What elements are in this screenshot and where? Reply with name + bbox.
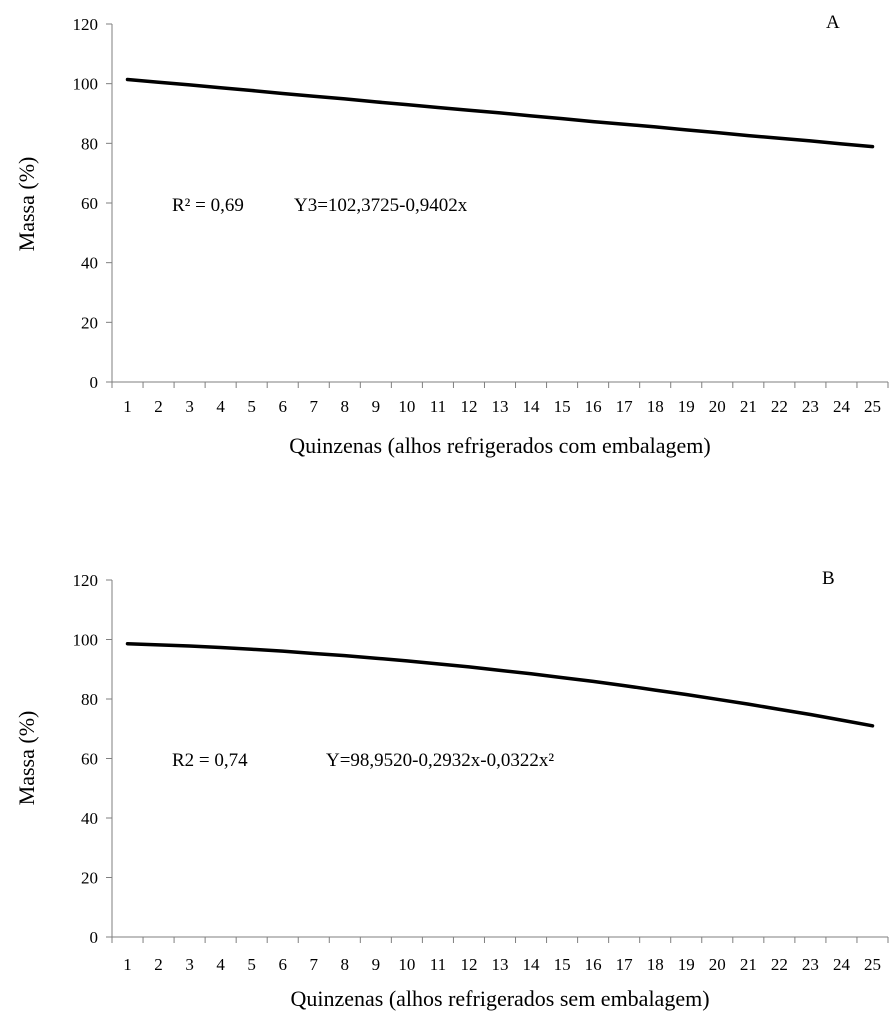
x-tick-label: 2 [154, 397, 163, 416]
x-tick-label: 23 [802, 397, 819, 416]
y-tick-label: 60 [81, 194, 98, 213]
x-tick-label: 6 [278, 955, 287, 974]
x-tick-label: 9 [372, 397, 381, 416]
x-tick-label: 4 [216, 397, 225, 416]
x-tick-label: 20 [709, 955, 726, 974]
x-tick-label: 19 [678, 955, 695, 974]
y-tick-label: 20 [81, 313, 98, 332]
series-line [125, 641, 875, 728]
y-tick-label: 100 [73, 631, 99, 650]
y-tick-label: 100 [73, 75, 99, 94]
x-tick-label: 15 [554, 955, 571, 974]
x-tick-label: 1 [123, 955, 132, 974]
equation-annotation: Y3=102,3725-0,9402x [294, 195, 468, 216]
r2-annotation: R² = 0,69 [172, 195, 244, 216]
y-tick-label: 80 [81, 134, 98, 153]
x-tick-label: 4 [216, 955, 225, 974]
x-axis-title: Quinzenas (alhos refrigerados sem embala… [290, 986, 709, 1011]
x-tick-label: 3 [185, 397, 194, 416]
series-line [125, 77, 875, 149]
y-axis-ticks: 0 20 40 60 80 100 120 [73, 15, 112, 392]
x-tick-label: 9 [372, 955, 381, 974]
x-tick-label: 19 [678, 397, 695, 416]
y-axis-title: Massa (%) [14, 157, 39, 252]
x-tick-label: 15 [554, 397, 571, 416]
x-tick-label: 8 [341, 955, 350, 974]
x-tick-label: 14 [523, 397, 541, 416]
y-axis-title: Massa (%) [14, 711, 39, 806]
x-tick-label: 1 [123, 397, 132, 416]
x-axis-ticks: 1 2 3 4 5 6 7 8 9 10 11 12 13 14 15 16 17 18 19 20 21 22 23 24 2… [111, 382, 889, 416]
x-tick-label: 2 [154, 955, 163, 974]
x-tick-label: 13 [492, 397, 509, 416]
x-tick-label: 20 [709, 397, 726, 416]
panel-label: A [826, 12, 840, 33]
y-axis-ticks: 0 20 40 60 80 100 120 [73, 571, 112, 947]
y-tick-label: 20 [81, 869, 98, 888]
x-tick-label: 25 [864, 397, 881, 416]
x-tick-label: 25 [864, 955, 881, 974]
x-tick-label: 21 [740, 955, 757, 974]
equation-annotation: Y=98,9520-0,2932x-0,0322x² [326, 750, 554, 771]
x-tick-label: 10 [398, 397, 415, 416]
x-tick-label: 17 [616, 397, 634, 416]
x-tick-label: 10 [398, 955, 415, 974]
y-tick-label: 0 [90, 928, 99, 947]
y-tick-label: 40 [81, 809, 98, 828]
panel-label: B [822, 568, 835, 589]
x-tick-label: 24 [833, 397, 851, 416]
x-tick-label: 22 [771, 955, 788, 974]
x-tick-label: 18 [647, 955, 664, 974]
x-tick-label: 17 [616, 955, 634, 974]
x-tick-label: 16 [585, 397, 602, 416]
x-tick-label: 12 [460, 955, 477, 974]
x-tick-label: 7 [310, 955, 319, 974]
y-tick-label: 80 [81, 690, 98, 709]
x-tick-label: 6 [278, 397, 287, 416]
x-tick-label: 16 [585, 955, 602, 974]
x-tick-label: 18 [647, 397, 664, 416]
y-tick-label: 60 [81, 750, 98, 769]
y-tick-label: 40 [81, 254, 98, 273]
x-tick-label: 11 [430, 955, 446, 974]
y-tick-label: 120 [73, 571, 99, 590]
x-tick-label: 5 [247, 397, 256, 416]
y-tick-label: 120 [73, 15, 99, 34]
x-tick-label: 8 [341, 397, 350, 416]
x-tick-label: 11 [430, 397, 446, 416]
y-tick-label: 0 [90, 373, 99, 392]
x-tick-label: 21 [740, 397, 757, 416]
x-axis-ticks: 1 2 3 4 5 6 7 8 9 10 11 12 13 14 15 16 17 18 19 20 21 22 23 24 2… [111, 937, 889, 974]
x-tick-label: 13 [492, 955, 509, 974]
x-tick-label: 23 [802, 955, 819, 974]
x-axis-title: Quinzenas (alhos refrigerados com embala… [289, 433, 711, 458]
x-tick-label: 3 [185, 955, 194, 974]
x-tick-label: 7 [310, 397, 319, 416]
x-tick-label: 24 [833, 955, 851, 974]
x-tick-label: 14 [523, 955, 541, 974]
x-tick-label: 5 [247, 955, 256, 974]
x-tick-label: 22 [771, 397, 788, 416]
x-tick-label: 12 [460, 397, 477, 416]
r2-annotation: R2 = 0,74 [172, 750, 248, 771]
